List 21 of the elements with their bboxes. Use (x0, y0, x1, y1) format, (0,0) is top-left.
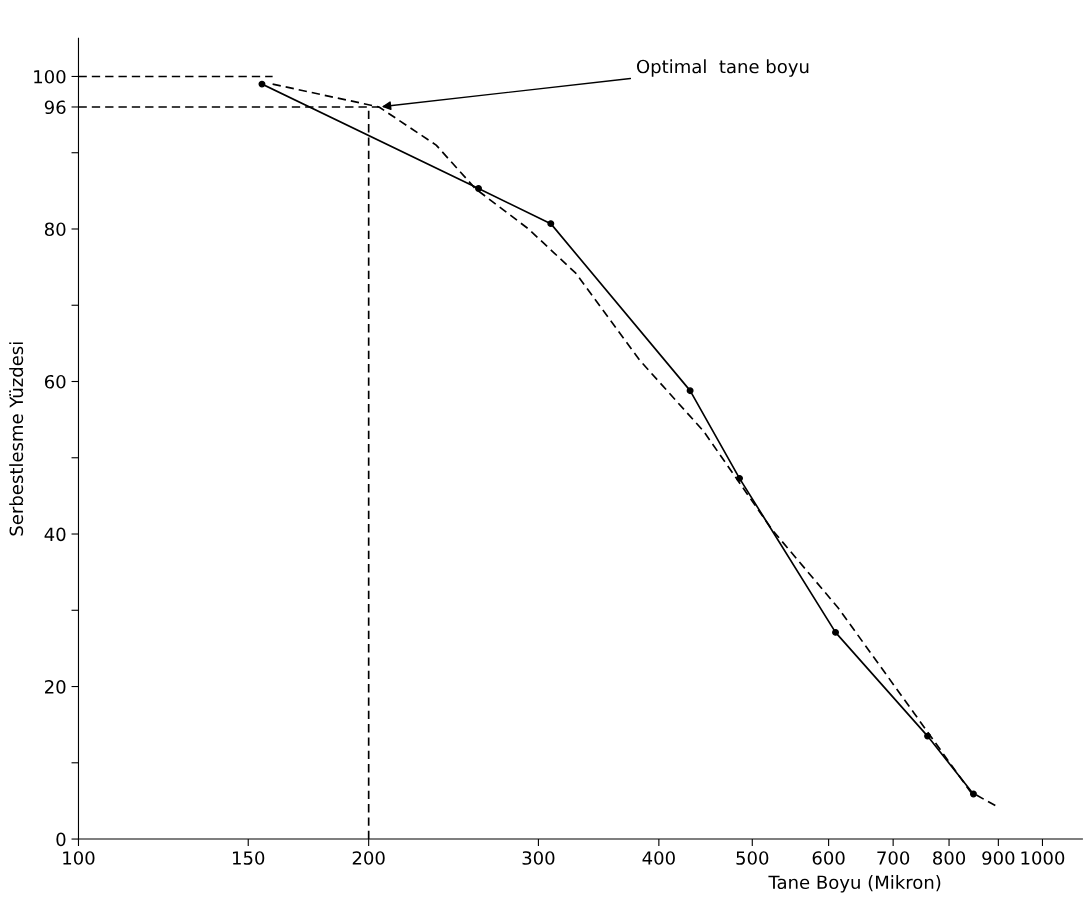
y-tick-label: 0 (56, 832, 66, 847)
x-tick-label: 300 (522, 851, 555, 865)
x-tick-label: 900 (982, 851, 1015, 865)
x-tick-label: 150 (232, 851, 265, 865)
x-tick-label: 400 (642, 851, 675, 865)
x-tick-label: 600 (812, 851, 845, 865)
y-tick-label: 40 (44, 527, 66, 542)
y-tick-label: 96 (44, 100, 66, 115)
x-tick-label: 700 (877, 851, 910, 865)
x-tick-label: 200 (352, 851, 385, 865)
annotation: Optimal tane boyu (636, 59, 809, 77)
x-tick-label: 100 (63, 851, 95, 865)
x-tick-label: 500 (736, 851, 769, 865)
x-axis-title: Tane Boyu (Mikron) (768, 875, 941, 893)
y-axis-title: Serbestlesme Yüzdesi (9, 342, 24, 536)
y-tick-label: 60 (44, 374, 66, 389)
y-tick-label: 20 (45, 679, 66, 694)
x-tick-label: 800 (933, 851, 966, 865)
x-tick-label: 1000 (1021, 851, 1065, 865)
y-tick-label: 100 (34, 69, 66, 84)
y-tick-label: 80 (44, 222, 66, 237)
